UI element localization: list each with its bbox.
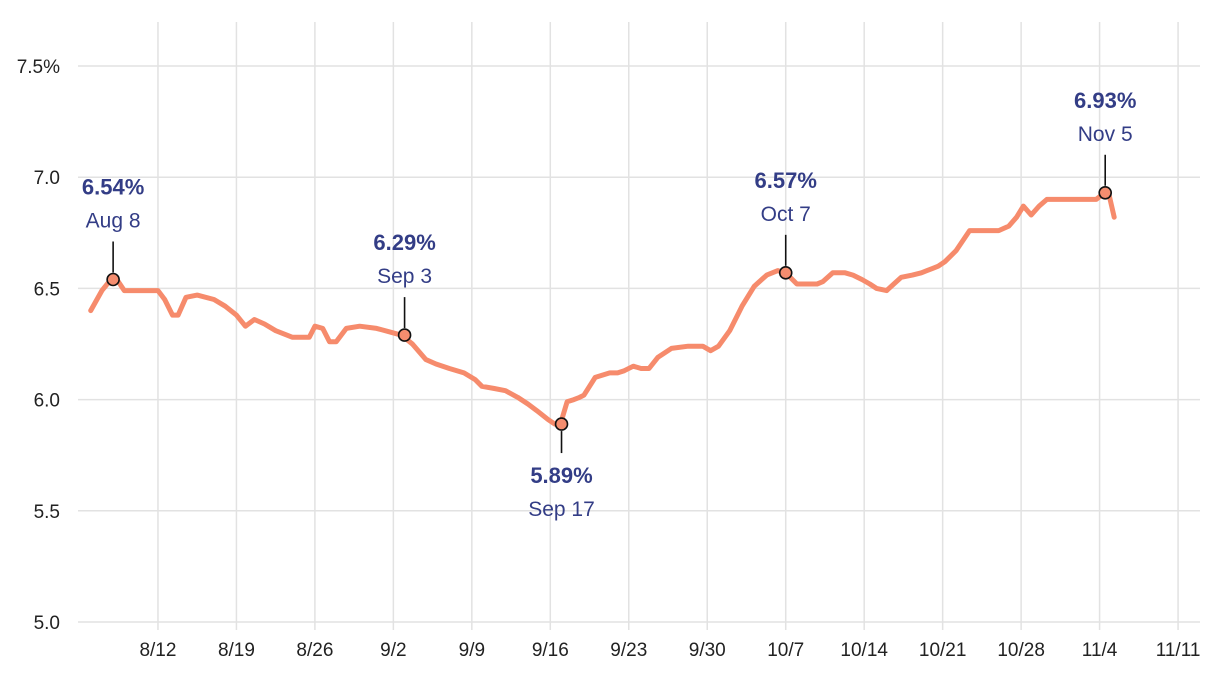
x-tick-label: 10/21 [919,640,967,661]
annotation-date-label: Oct 7 [761,203,811,226]
y-tick-label: 7.0 [34,168,60,189]
x-tick-label: 8/26 [296,640,333,661]
annotation-date-label: Nov 5 [1078,123,1133,146]
x-tick-label: 8/19 [218,640,255,661]
annotation-date-label: Aug 8 [86,210,141,233]
x-tick-label: 8/12 [139,640,176,661]
x-tick-label: 9/30 [689,640,726,661]
annotation: 6.93% Nov 5 [1074,88,1136,200]
annotation-marker [778,266,793,280]
y-tick-label: 6.0 [34,391,60,412]
annotation-marker [397,328,412,342]
annotation: 6.54% Aug 8 [82,175,144,287]
annotation-marker [106,272,120,287]
x-tick-label: 11/4 [1082,640,1118,661]
annotation: 5.89% Sep 17 [528,417,595,521]
series-line [88,190,1117,427]
x-tick-label: 9/2 [380,640,406,661]
annotation-value-label: 5.89% [530,463,592,488]
annotation-value-label: 6.57% [755,168,817,193]
annotation-date-label: Sep 17 [528,498,595,521]
annotation-marker [554,417,569,431]
x-tick-label: 11/11 [1156,640,1201,661]
x-tick-label: 10/14 [840,640,888,661]
x-tick-label: 9/23 [610,640,647,661]
y-tick-label: 6.5 [34,279,60,300]
annotation-date-label: Sep 3 [377,265,432,288]
y-tick-label: 5.5 [34,502,60,523]
grid [78,22,1200,630]
y-tick-label: 5.0 [34,613,60,634]
annotation-value-label: 6.54% [82,175,144,200]
annotation-marker [1098,185,1113,200]
x-tick-label: 10/28 [997,640,1045,661]
x-axis-ticks: 8/12 8/19 8/26 9/2 9/9 9/16 9/23 9/30 10/7 10/14 1… [139,640,1200,661]
y-axis-ticks: 5.0 5.5 6.0 6.5 7.0 7.5% [17,57,60,634]
annotation: 6.29% Sep 3 [373,230,436,342]
series-layer [88,190,1117,427]
y-tick-label: 7.5% [17,57,60,78]
annotations: 6.54% Aug 8 6.29% Sep 3 5.89% Sep 17 6.57% Oct … [82,88,1136,521]
x-tick-label: 9/16 [532,640,569,661]
annotation-value-label: 6.93% [1074,88,1136,113]
x-tick-label: 9/9 [459,640,485,661]
x-tick-label: 10/7 [767,640,804,661]
annotation: 6.57% Oct 7 [755,168,817,280]
annotation-value-label: 6.29% [373,230,435,255]
